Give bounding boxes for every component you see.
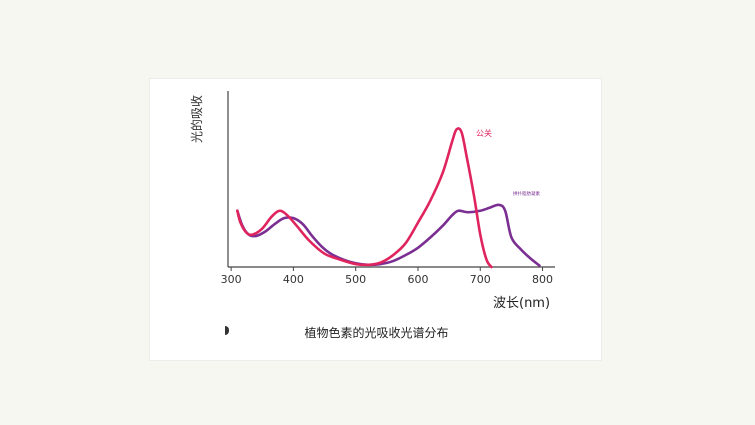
series-label-purple: 拼扑脂肪凝素 xyxy=(513,190,540,197)
x-tick-label: 800 xyxy=(532,273,553,286)
caption-bullet xyxy=(225,326,229,335)
x-axis-label: 波长(nm) xyxy=(493,296,551,311)
chart-caption: 植物色素的光吸收光谱分布 xyxy=(304,326,449,340)
series-layer xyxy=(236,127,541,269)
y-axis-label: 光的吸收 xyxy=(190,94,204,143)
x-tick-label: 600 xyxy=(407,273,428,286)
x-tick-label: 400 xyxy=(283,273,304,286)
x-tick-label: 300 xyxy=(221,273,242,286)
chart-card: 300 400 500 600 700 800 公关 拼扑脂肪凝素 光的吸收 波长(nm) … xyxy=(149,78,602,361)
series-line-red xyxy=(236,127,493,269)
series-line-purple xyxy=(236,203,541,267)
x-tick-label: 500 xyxy=(345,273,366,286)
series-label-red: 公关 xyxy=(476,128,492,138)
x-tick-label: 700 xyxy=(470,273,491,286)
x-ticks: 300 400 500 600 700 800 xyxy=(221,267,553,286)
